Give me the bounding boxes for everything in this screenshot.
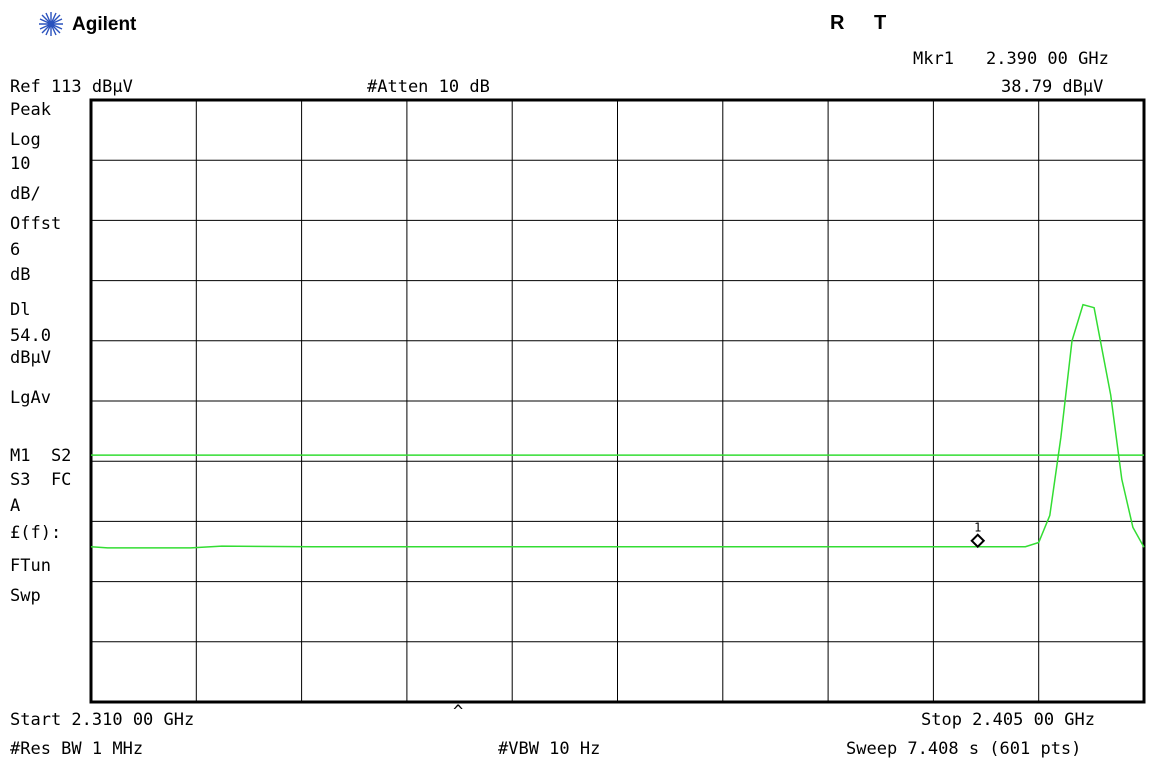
- function-label: £(f):: [10, 523, 62, 543]
- marker-amplitude: 38.79 dBμV: [1001, 77, 1104, 97]
- detector-mode: Peak: [10, 100, 51, 120]
- attenuation: #Atten 10 dB: [367, 77, 490, 97]
- brand-name: Agilent: [72, 14, 137, 35]
- scale-type: Log: [10, 130, 41, 150]
- offset-label: Offst: [10, 214, 62, 234]
- marker-diamond: [970, 533, 986, 549]
- stop-frequency: Stop 2.405 00 GHz: [921, 710, 1095, 730]
- display-line-unit: dBμV: [10, 348, 51, 368]
- trace-modes-3: A: [10, 496, 21, 516]
- marker-number: 1: [974, 521, 981, 535]
- flag-t: T: [874, 12, 887, 34]
- resolution-bandwidth: #Res BW 1 MHz: [10, 739, 144, 759]
- swp-label: Swp: [10, 586, 41, 606]
- video-bandwidth: #VBW 10 Hz: [498, 739, 601, 759]
- display-line-label: Dl: [10, 300, 31, 320]
- flag-r: R: [830, 12, 845, 34]
- start-frequency: Start 2.310 00 GHz: [10, 710, 195, 730]
- averaging-mode: LgAv: [10, 388, 51, 408]
- agilent-logo-icon: [38, 11, 64, 37]
- scale-unit: dB/: [10, 184, 41, 204]
- offset-value: 6: [10, 240, 21, 260]
- trace-modes-2: S3 FC: [10, 470, 72, 490]
- scale-value: 10: [10, 154, 31, 174]
- center-caret: ^: [453, 702, 464, 722]
- marker-label: Mkr1: [913, 49, 954, 69]
- offset-unit: dB: [10, 265, 31, 285]
- ftun-label: FTun: [10, 556, 51, 576]
- sweep-info: Sweep 7.408 s (601 pts): [846, 739, 1082, 759]
- reference-level: Ref 113 dBμV: [10, 77, 133, 97]
- marker-frequency: 2.390 00 GHz: [986, 49, 1109, 69]
- trace-modes-1: M1 S2: [10, 446, 72, 466]
- trace-line: [90, 303, 1145, 549]
- plot-frame: [89, 98, 1146, 704]
- display-line-value: 54.0: [10, 326, 51, 346]
